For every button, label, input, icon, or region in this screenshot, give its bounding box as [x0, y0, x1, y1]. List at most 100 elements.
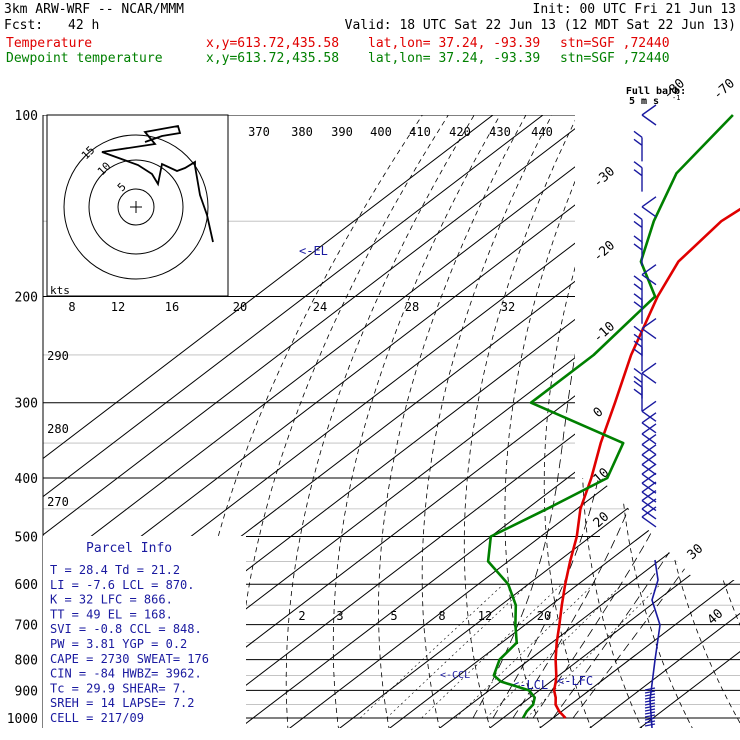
wind-barb-lower [644, 711, 656, 715]
dry-adiabat [236, 115, 449, 728]
valid-time: Valid: 18 UTC Sat 22 Jun 13 (12 MDT Sat … [344, 18, 736, 33]
isotherm-line [235, 115, 740, 728]
isotherm-label-side: 30 [685, 541, 707, 563]
wind-barb-lower [644, 723, 656, 727]
parcel-info-row: SVI = -0.8 CCL = 848. [50, 622, 202, 636]
dry-adiabat [463, 115, 579, 728]
theta-label: 410 [409, 125, 431, 139]
ccl-marker: <-CCL [440, 670, 470, 681]
isotherm-line [485, 115, 740, 728]
barb-legend-exponent: -1 [672, 94, 680, 102]
moist-adiabat [572, 296, 740, 719]
dry-adiabat [285, 115, 475, 728]
parcel-info-row: CAPE = 2730 SWEAT= 176 [50, 652, 209, 666]
wind-barb [641, 506, 657, 528]
hodo-speed-label: 12 [111, 300, 125, 314]
hodo-speed-label: 32 [501, 300, 515, 314]
isotherm-label-side: -20 [591, 238, 618, 265]
hodograph-trace [101, 124, 214, 243]
wind-barb-lower [644, 702, 656, 706]
moist-adiabat [472, 296, 588, 719]
wind-barb [641, 104, 657, 126]
wind-barb [633, 130, 643, 162]
isotherm-line [435, 115, 740, 728]
mixing-ratio-label: 8 [438, 609, 445, 623]
pressure-label-800: 800 [15, 654, 38, 669]
wind-profile-lower [649, 559, 661, 729]
temperature-xy: x,y=613.72,435.58 [206, 36, 340, 51]
el-marker: <-EL [299, 244, 328, 258]
moist-adiabat [492, 296, 629, 719]
hodo-speed-label: 28 [405, 300, 419, 314]
wind-barb [633, 275, 643, 306]
dry-adiabat [543, 115, 630, 728]
pressure-label-600: 600 [15, 578, 38, 593]
parcel-info-row: TT = 49 EL = 168. [50, 607, 173, 621]
wind-barb [641, 433, 657, 456]
wind-barb [641, 362, 657, 384]
temperature-station: stn=SGF ,72440 [560, 36, 670, 51]
dewpoint-xy: x,y=613.72,435.58 [206, 51, 340, 66]
parcel-info-row: CELL = 217/09 [50, 711, 144, 725]
hodograph-ring [63, 134, 209, 280]
isotherm-line [43, 115, 530, 728]
isotherm-line [585, 115, 740, 728]
dewpoint-profile [486, 114, 734, 719]
mixing-ratio-label: 2 [298, 609, 305, 623]
dry-adiabat [504, 115, 604, 728]
pressure-label-500: 500 [15, 530, 38, 545]
dewpoint-legend: Dewpoint temperature [6, 51, 163, 66]
wind-barb-lower [644, 705, 656, 709]
wind-barb [633, 212, 643, 244]
theta-label: 390 [331, 125, 353, 139]
hodograph-ring [117, 188, 155, 226]
wind-barbs [633, 104, 661, 729]
wind-barb-lower [644, 708, 656, 712]
theta-label: 430 [489, 125, 511, 139]
dewpoint-station: stn=SGF ,72440 [560, 51, 670, 66]
theta-low-label: 270 [47, 495, 69, 509]
wind-barb-lower [644, 699, 656, 703]
parcel-info-row: SREH = 14 LAPSE= 7.2 [50, 696, 195, 710]
hodo-speed-label: 20 [233, 300, 247, 314]
isotherm-line [635, 115, 740, 728]
isotherm-line [43, 115, 630, 728]
dry-adiabat [186, 115, 423, 728]
dry-adiabat [654, 115, 740, 728]
init-time: Init: 00 UTC Fri 21 Jun 13 [532, 2, 737, 17]
pressure-label-400: 400 [15, 472, 38, 487]
parcel-info-row: Tc = 29.9 SHEAR= 7. [50, 681, 187, 695]
barb-legend-units: 5 m s [629, 96, 659, 107]
temperature-profile [552, 207, 740, 719]
wind-barb [641, 317, 657, 340]
lfc-marker: <-LFC [557, 674, 593, 688]
mixing-ratio-label: 3 [336, 609, 343, 623]
pressure-label-200: 200 [15, 291, 38, 306]
theta-label: 380 [291, 125, 313, 139]
mixing-ratio-line [455, 583, 594, 719]
theta-label: 370 [248, 125, 270, 139]
isotherm-label-side: -10 [591, 319, 618, 346]
hodo-speed-label: 16 [165, 300, 179, 314]
isotherm-label-side: 20 [591, 509, 613, 531]
temperature-legend: Temperature [6, 36, 93, 51]
dry-adiabat [378, 115, 527, 728]
skewt-frame: kts [42, 114, 229, 728]
dry-adiabat [618, 115, 695, 728]
wind-barb-lower [644, 690, 656, 694]
wind-barb-lower [644, 717, 656, 721]
wind-barb [641, 454, 657, 476]
parcel-info-title: Parcel Info [86, 541, 172, 556]
barb-legend-title: Full barb: [626, 86, 686, 97]
wind-barb [633, 161, 643, 192]
moist-adiabat [512, 296, 679, 719]
isotherm-line [43, 115, 680, 728]
moist-adiabat [532, 296, 737, 719]
wind-barb [641, 444, 657, 466]
dry-adiabat [723, 115, 740, 728]
forecast-hour: 42 h [68, 18, 100, 33]
pressure-label-900: 900 [15, 684, 38, 699]
mixing-ratio-line [359, 583, 504, 719]
wind-barb [641, 196, 657, 218]
